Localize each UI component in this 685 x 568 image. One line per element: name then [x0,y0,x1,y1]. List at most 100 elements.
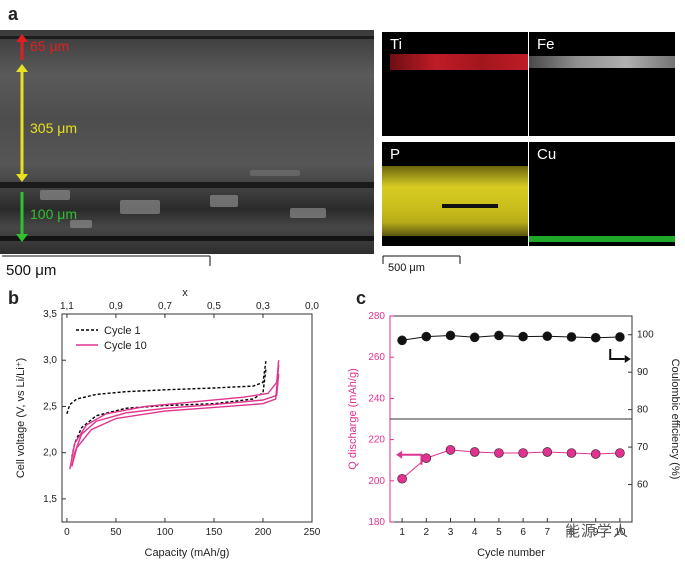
data-point-1 [615,448,625,458]
panel-c-letter: c [356,288,367,308]
y-tick-label: 3,5 [43,309,57,320]
data-point-1 [566,448,577,458]
cycling-chart: 1 2 3 4 5 6 7 8 9 10 180 200 220 240 260 280 60 70 80 90 100… [347,311,681,559]
y-left-tick-label: 220 [368,435,385,446]
series-line-2 [71,364,280,467]
y-right-tick-label: 90 [637,367,649,378]
data-point-2 [518,331,528,342]
data-point-1 [445,445,456,455]
right-axis-arrowhead [624,354,631,363]
left-axis-arrow [402,453,423,465]
x-tick-label: 3 [448,527,454,538]
data-point-2 [590,332,601,343]
y-tick-label: 1,5 [43,494,57,505]
map-ti: Ti [382,32,528,136]
top-tick-label: 0,3 [256,301,270,312]
watermark-text: 能源学人 [565,523,630,540]
data-point-2 [494,330,504,341]
x-tick-label: 4 [472,527,478,538]
sem-label-middle: 305 μm [30,120,77,136]
data-point-2 [445,330,456,341]
legend-label-2: Cycle 10 [104,340,147,352]
y-axis-label: Cell voltage (V, vs Li/Li⁺) [15,358,27,478]
top-tick-label: 0,7 [158,301,172,312]
y-left-tick-label: 200 [368,476,385,487]
series-line-2 [69,360,280,470]
y-tick-label: 2,0 [43,448,57,459]
x-tick-label: 200 [255,527,272,538]
top-tick-label: 0,9 [109,301,123,312]
data-point-1 [469,447,480,457]
x-tick-label: 8 [569,527,575,538]
y-right-tick-label: 100 [637,330,654,341]
x-tick-label: 9 [593,527,599,538]
sem-annotation-arrows [16,34,28,242]
data-point-2 [421,331,432,342]
map-p: P [382,142,528,246]
y-left-axis-label: Q discharge (mAh/g) [347,368,359,469]
y-tick-label: 2,5 [43,401,57,412]
x-tick-label: 10 [614,527,626,538]
data-point-1 [421,453,432,463]
top-tick-label: 0,0 [305,301,319,312]
map-scalebar [382,255,461,264]
data-point-2 [397,335,407,346]
data-point-1 [397,473,407,484]
y-left-tick-label: 280 [368,311,385,322]
sem-scalebar [2,255,211,266]
series-line-2 [71,374,280,467]
map-cu-label: Cu [537,146,557,163]
x-tick-label: 0 [64,527,70,538]
map-fe: Fe [529,32,675,136]
map-ti-label: Ti [390,36,402,53]
panel-b-letter: b [8,288,19,308]
data-point-2 [566,332,577,342]
series-line-2 [402,334,620,341]
sem-label-bottom: 100 μm [30,206,77,222]
x-tick-label: 5 [496,527,502,538]
data-point-1 [590,449,601,459]
x-tick-label: 150 [206,527,223,538]
x-tick-label: 250 [304,527,321,538]
panel-a-letter: a [8,4,19,24]
y-right-axis-label: Coulombic efficiency (%) [669,359,681,480]
x-axis-label: Capacity (mAh/g) [145,547,230,559]
x-tick-label: 2 [424,527,430,538]
voltage-profile-chart: 0 50 100 150 200 250 1,5 2,0 2,5 3,0 3,51,1 0,9 0,7 0… [15,287,321,559]
map-p-label: P [390,146,401,163]
x-tick-label: 1 [399,527,405,538]
top-axis-label: x [182,287,188,299]
data-point-2 [542,331,553,342]
series-line-1 [66,361,267,415]
map-cu: Cu [529,142,675,246]
y-right-tick-label: 70 [637,442,649,453]
x-tick-label: 100 [157,527,174,538]
y-left-tick-label: 240 [368,393,385,404]
x-tick-label: 6 [520,527,526,538]
y-left-tick-label: 180 [368,517,385,528]
series-line-1 [401,449,620,480]
y-tick-label: 3,0 [43,355,57,366]
map-scalebar-label: 500 μm [388,262,425,274]
y-left-tick-label: 260 [368,352,385,363]
series-line-1 [71,369,267,458]
data-point-1 [542,447,553,457]
top-tick-label: 1,1 [60,301,74,312]
plot-frame [61,313,313,523]
map-fe-label: Fe [537,36,555,53]
data-point-2 [469,332,480,343]
sem-cross-section-image [0,30,374,254]
x-tick-label: 7 [545,527,551,538]
sem-scalebar-label: 500 μm [6,262,57,279]
data-point-1 [494,448,504,458]
x-axis-label: Cycle number [477,547,545,559]
y-right-tick-label: 80 [637,405,649,416]
left-axis-arrowhead [396,450,403,459]
x-tick-label: 50 [110,527,122,538]
legend-label-1: Cycle 1 [104,325,141,337]
sem-label-top: 65 μm [30,38,70,54]
data-point-1 [518,448,528,458]
right-axis-arrow [609,348,625,360]
top-tick-label: 0,5 [207,301,221,312]
data-point-2 [615,332,625,342]
